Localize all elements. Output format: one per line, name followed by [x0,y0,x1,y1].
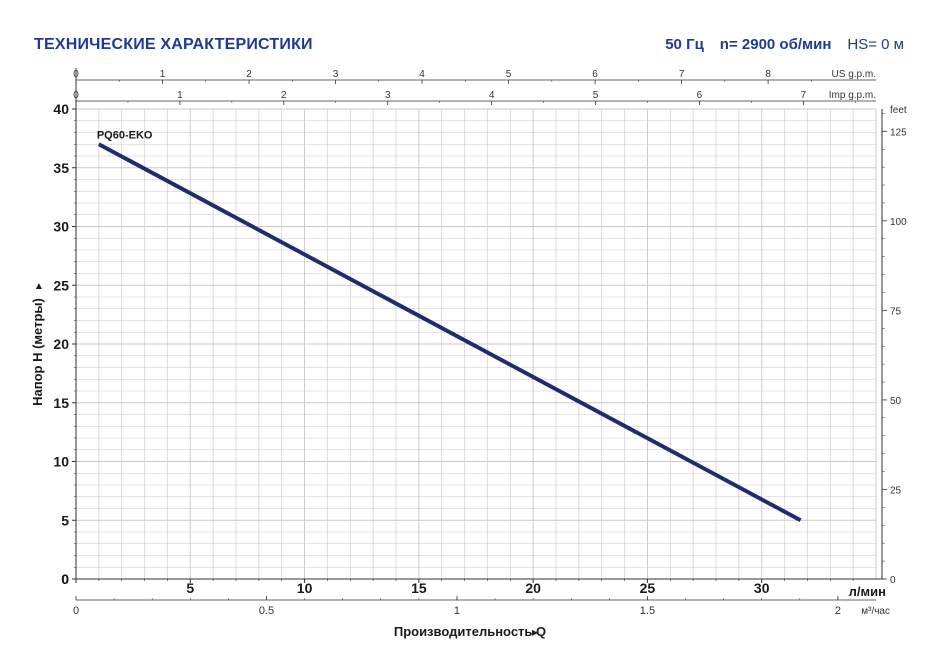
feet-tick-label: 25 [890,485,902,496]
us-gpm-tick-label: 4 [419,69,425,80]
page-title: ТЕХНИЧЕСКИЕ ХАРАКТЕРИСТИКИ [34,36,313,53]
x-tick-label: 5 [186,580,194,596]
us-gpm-tick-label: 1 [160,69,166,80]
feet-unit-label: feet [890,105,907,116]
x-axis-arrow: ▸ [532,625,538,639]
m3h-tick-label: 1.5 [640,605,655,617]
curve-label: PQ60-EKO [97,129,153,141]
x-tick-label: 15 [411,580,427,596]
frequency-label: 50 Гц [665,36,704,53]
y-axis-arrow: ▸ [31,283,45,289]
y-tick-label: 30 [53,219,69,235]
x-tick-label: 10 [297,580,313,596]
m3h-unit-label: м³/час [861,606,890,617]
us-gpm-unit-label: US g.p.m. [832,69,876,80]
x-tick-label: 25 [640,580,656,596]
m3h-tick-label: 0.5 [259,605,274,617]
hs-label: HS= 0 м [847,36,904,53]
y-tick-label: 0 [61,571,69,587]
series [97,142,802,523]
imp-gpm-unit-label: Imp g.p.m. [829,90,876,101]
us-gpm-tick-label: 8 [765,69,771,80]
imp-gpm-tick-label: 5 [593,90,599,101]
imp-gpm-tick-label: 2 [281,90,287,101]
us-gpm-tick-label: 7 [679,69,685,80]
grid [75,108,877,580]
y-tick-label: 5 [61,512,69,528]
y-tick-label: 35 [53,160,69,176]
us-gpm-tick-label: 0 [73,69,79,80]
chart-header: ТЕХНИЧЕСКИЕ ХАРАКТЕРИСТИКИ 50 Гц n= 2900 … [34,36,904,58]
imp-gpm-tick-label: 4 [489,90,495,101]
y-tick-label: 40 [53,101,69,117]
series-line-0 [97,142,802,523]
y-axis-title: Напор H (метры) [30,298,45,406]
feet-tick-label: 75 [890,306,902,317]
x-tick-label: 20 [525,580,541,596]
axes [72,68,887,601]
y-tick-label: 20 [53,336,69,352]
x-tick-label: 30 [754,580,770,596]
x-unit-label: л/мин [849,584,886,599]
feet-tick-label: 0 [890,575,896,586]
x-axis-title: Производительность Q [394,624,546,639]
feet-tick-label: 125 [890,127,907,138]
m3h-tick-label: 0 [73,605,79,617]
feet-tick-label: 100 [890,217,907,228]
operating-parameters: 50 Гц n= 2900 об/мин HS= 0 м [665,36,904,53]
feet-tick-label: 50 [890,396,902,407]
imp-gpm-tick-label: 1 [177,90,183,101]
x-tick-label-zero: 0 [61,571,69,587]
us-gpm-tick-label: 5 [506,69,512,80]
imp-gpm-tick-label: 6 [697,90,703,101]
y-tick-label: 25 [53,277,69,293]
us-gpm-tick-label: 3 [333,69,339,80]
us-gpm-tick-label: 2 [246,69,252,80]
speed-label: n= 2900 об/мин [719,36,832,53]
imp-gpm-tick-label: 7 [801,90,807,101]
m3h-tick-label: 1 [454,605,460,617]
y-tick-label: 15 [53,395,69,411]
imp-gpm-tick-label: 0 [73,90,79,101]
imp-gpm-tick-label: 3 [385,90,391,101]
us-gpm-tick-label: 6 [592,69,598,80]
y-tick-label: 10 [53,454,69,470]
m3h-tick-label: 2 [835,605,841,617]
